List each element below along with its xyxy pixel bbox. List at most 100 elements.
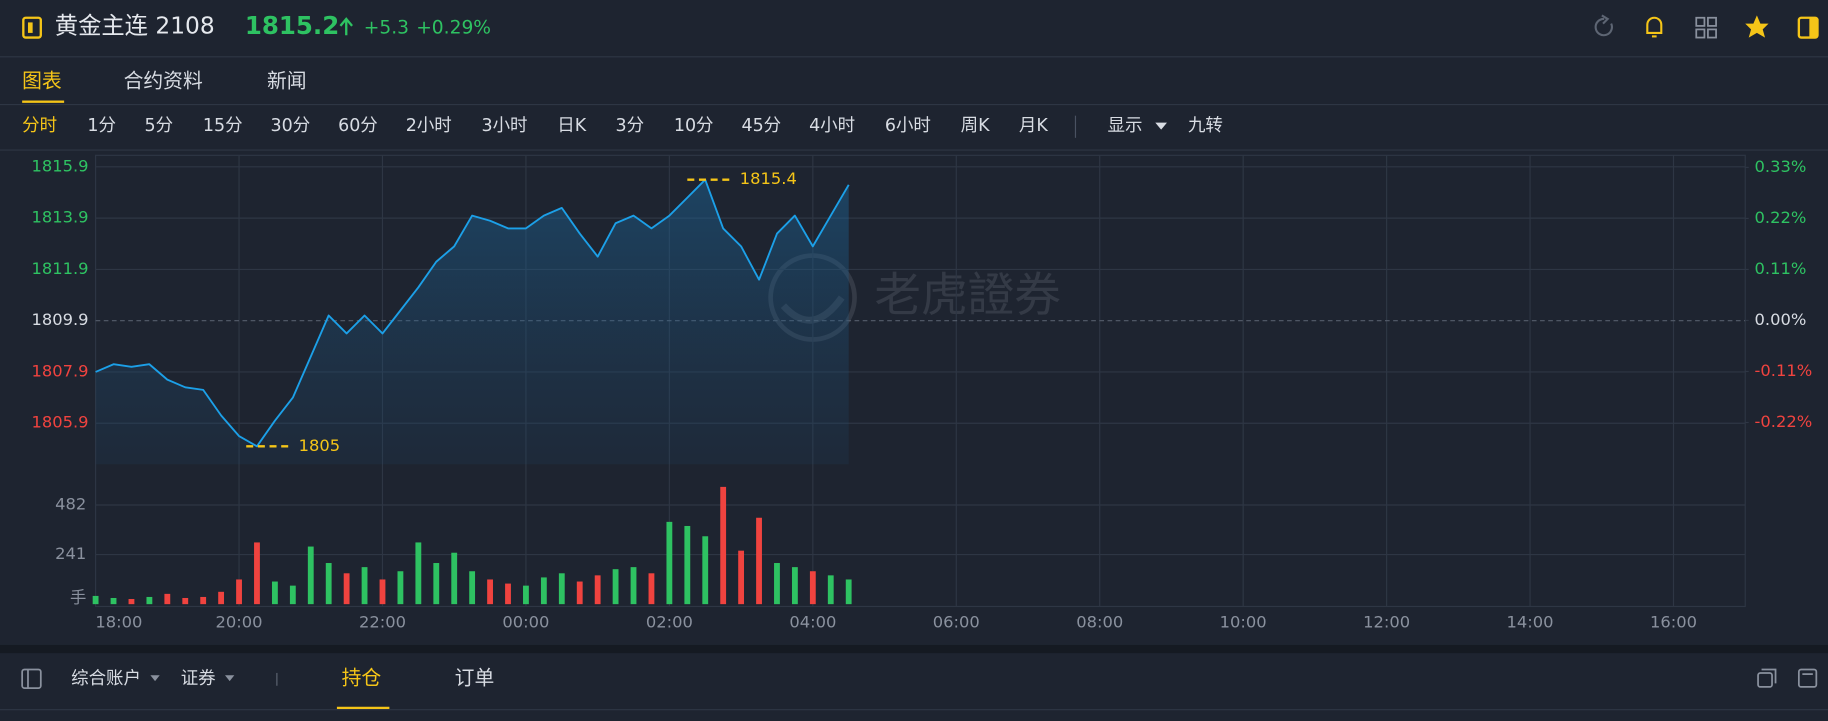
market-selector[interactable]: 证券 bbox=[181, 669, 216, 689]
y-tick-label: 1805.9 bbox=[31, 413, 88, 432]
symbol-title: 黄金主连 2108 bbox=[55, 13, 215, 40]
x-tick-label: 10:00 bbox=[1220, 612, 1267, 631]
period-button[interactable]: 周K bbox=[961, 116, 990, 136]
period-button[interactable]: 5分 bbox=[145, 116, 174, 136]
period-button[interactable]: 2小时 bbox=[406, 116, 452, 136]
symbol-icon[interactable] bbox=[22, 16, 42, 39]
period-button[interactable]: 月K bbox=[1019, 116, 1048, 136]
tab-bar: 图表 合约资料 新闻 bbox=[22, 69, 307, 103]
account-selector[interactable]: 综合账户 bbox=[71, 669, 141, 689]
tab[interactable]: 图表 bbox=[22, 69, 62, 92]
positions-tab[interactable]: 持仓 bbox=[342, 666, 382, 689]
up-arrow bbox=[339, 17, 353, 36]
panel-icon[interactable] bbox=[1797, 16, 1819, 39]
volume-bar bbox=[110, 597, 117, 605]
orders-tab[interactable]: 订单 bbox=[455, 666, 495, 689]
x-tick-label: 16:00 bbox=[1650, 612, 1697, 631]
volume-bar bbox=[469, 571, 476, 605]
volume-bar bbox=[487, 579, 493, 605]
y-tick-label: 1813.9 bbox=[31, 208, 88, 227]
volume-bar bbox=[361, 567, 368, 605]
volume-bar bbox=[523, 585, 529, 605]
period-button[interactable]: 6小时 bbox=[885, 116, 931, 136]
y-tick-label: 1807.9 bbox=[31, 361, 88, 380]
tab[interactable]: 新闻 bbox=[267, 69, 307, 92]
period-button[interactable]: 1分 bbox=[87, 116, 116, 136]
volume-bar bbox=[218, 591, 225, 605]
y2-tick-label: -0.22% bbox=[1755, 412, 1813, 431]
period-button[interactable]: 九转 bbox=[1188, 116, 1223, 136]
volume-bar bbox=[774, 563, 780, 605]
x-tick-label: 14:00 bbox=[1507, 612, 1554, 631]
period-button[interactable]: 45分 bbox=[741, 116, 781, 136]
grid-icon[interactable] bbox=[1695, 16, 1717, 39]
sidebar-toggle[interactable] bbox=[21, 668, 42, 689]
x-tick-label: 08:00 bbox=[1076, 612, 1123, 631]
y-tick-label: 1811.9 bbox=[31, 259, 88, 278]
volume-bar bbox=[271, 581, 278, 605]
period-button[interactable]: 3小时 bbox=[481, 116, 527, 136]
period-button[interactable]: 15分 bbox=[203, 116, 243, 136]
dropdown-arrow bbox=[225, 675, 235, 682]
price-change-pct: +0.29% bbox=[416, 18, 491, 39]
maximize-icon[interactable] bbox=[1797, 668, 1818, 688]
watermark-text: 老虎證券 bbox=[874, 268, 1061, 322]
period-button[interactable]: 分时 bbox=[22, 116, 57, 136]
price-line bbox=[95, 178, 850, 448]
volume-bar bbox=[307, 546, 314, 605]
volume-bar bbox=[720, 486, 727, 605]
volume-bar bbox=[415, 542, 422, 605]
volume-bar bbox=[343, 573, 350, 605]
x-tick-label: 12:00 bbox=[1363, 612, 1410, 631]
volume-bar bbox=[684, 525, 691, 605]
tab-underline bbox=[336, 706, 390, 710]
price-change: +5.3 bbox=[364, 18, 409, 39]
volume-bar bbox=[576, 581, 583, 605]
period-button[interactable]: 显示 bbox=[1108, 116, 1143, 136]
chart: 18:00 20:00 22:00 00:00 02:00 04:00 06:00 08:00… bbox=[31, 154, 1813, 631]
volume-bar bbox=[540, 577, 547, 605]
tab[interactable]: 合约资料 bbox=[124, 69, 203, 92]
refresh-icon[interactable] bbox=[1594, 14, 1613, 37]
volume-bar bbox=[433, 563, 440, 605]
period-button[interactable]: 4小时 bbox=[809, 116, 855, 136]
volume-bar bbox=[164, 593, 171, 605]
x-tick-label: 00:00 bbox=[502, 612, 549, 631]
volume-tick-label: 482 bbox=[55, 494, 86, 513]
volume-bar bbox=[738, 550, 745, 605]
volume-bar bbox=[756, 517, 762, 605]
y2-tick-label: 0.33% bbox=[1755, 157, 1807, 176]
alert-icon[interactable] bbox=[1646, 16, 1663, 38]
volume-bar bbox=[594, 575, 601, 605]
y-tick-label: 1815.9 bbox=[31, 156, 88, 175]
period-button[interactable]: 日K bbox=[557, 116, 586, 136]
volume-bar bbox=[92, 595, 99, 605]
x-tick-label: 04:00 bbox=[789, 612, 836, 631]
period-button[interactable]: 30分 bbox=[270, 116, 310, 136]
volume-bar bbox=[289, 585, 296, 605]
period-button[interactable]: 3分 bbox=[616, 116, 645, 136]
volume-bar bbox=[200, 596, 207, 605]
volume-bar bbox=[254, 542, 260, 605]
y-tick-label: 1809.9 bbox=[31, 310, 88, 329]
volume-bar bbox=[451, 552, 458, 605]
tab-underline bbox=[22, 100, 65, 103]
volume-bar bbox=[809, 571, 816, 605]
restore-icon[interactable] bbox=[1757, 668, 1777, 688]
volume-bar bbox=[666, 521, 673, 605]
volume-bar bbox=[827, 575, 834, 605]
volume-bar bbox=[791, 567, 798, 605]
favorite-icon[interactable] bbox=[1745, 15, 1769, 38]
period-button[interactable]: 10分 bbox=[674, 116, 714, 136]
extreme-label: 1805 bbox=[299, 436, 341, 455]
volume-bar bbox=[397, 571, 404, 605]
last-price: 1815.2 bbox=[245, 11, 339, 40]
volume-bar bbox=[325, 563, 332, 605]
x-tick-label: 02:00 bbox=[646, 612, 693, 631]
volume-bar bbox=[612, 569, 619, 605]
volume-bar bbox=[505, 583, 511, 605]
y2-tick-label: 0.11% bbox=[1755, 259, 1807, 278]
period-button[interactable]: 60分 bbox=[338, 116, 378, 136]
